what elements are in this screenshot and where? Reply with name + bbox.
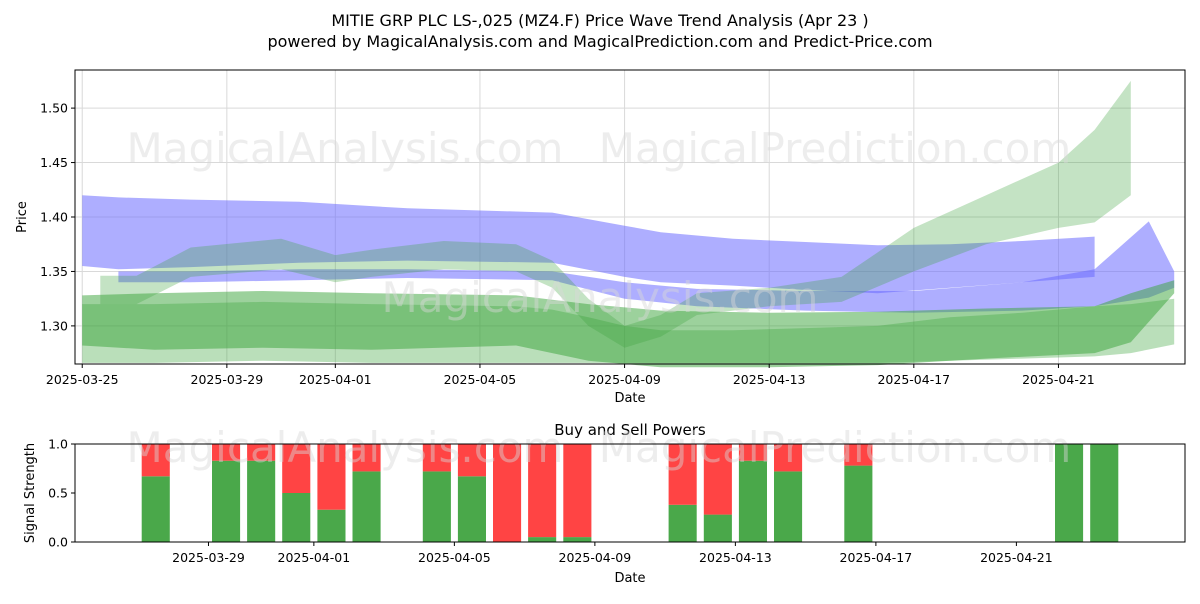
signal-x-tick-label: 2025-04-21 [980,550,1053,565]
price-x-tick-label: 2025-04-13 [733,372,806,387]
watermark-top-right: MagicalPrediction.com [599,124,1072,173]
buy-bar [422,471,451,542]
sell-bar [774,444,803,472]
signal-x-tick-label: 2025-03-29 [172,550,245,565]
sell-bar [528,444,557,538]
price-band-wave-paths [100,80,1131,348]
price-x-tick-label: 2025-04-21 [1022,372,1095,387]
signal-x-tick-label: 2025-04-05 [418,550,491,565]
sell-bar [668,444,697,505]
signal-y-tick-label: 0.0 [48,535,68,550]
buy-bar [212,460,241,542]
price-x-tick-label: 2025-04-01 [299,372,372,387]
price-y-tick-label: 1.40 [40,210,68,225]
price-x-tick-label: 2025-03-29 [191,372,264,387]
sell-bar [493,444,522,542]
signal-y-axis-label: Signal Strength [23,443,38,543]
price-band-green-fan [82,298,1175,363]
watermark-middle: MagicalAnalysis.com [382,273,819,322]
sell-bar [282,444,311,493]
buy-bar [844,465,873,542]
signal-title: Buy and Sell Powers [554,421,706,439]
buy-bar [738,460,767,542]
signal-y-tick-label: 1.0 [48,437,68,452]
buy-bar [457,476,486,542]
sell-bar [738,444,767,461]
signal-x-tick-label: 2025-04-13 [699,550,772,565]
buy-bar [1090,444,1119,542]
buy-bar [668,504,697,542]
sell-bar [422,444,451,472]
buy-bar [282,493,311,542]
buy-bar [528,537,557,542]
price-y-tick-label: 1.45 [40,155,68,170]
price-plot: MagicalAnalysis.com MagicalPrediction.co… [15,69,1186,406]
watermark-bottom-left: MagicalAnalysis.com [127,423,564,472]
buy-bar [247,460,276,542]
price-axis-ticks: 2025-03-25 2025-03-29 2025-04-01 2025-04-05… [40,101,1095,387]
buy-bar [317,509,346,542]
price-x-tick-label: 2025-03-25 [46,372,119,387]
buy-bar [141,476,170,542]
sell-bar [141,444,170,477]
watermark-top-left: MagicalAnalysis.com [127,124,564,173]
watermark-bottom-right: MagicalPrediction.com [599,423,1072,472]
signal-x-axis-label: Date [614,571,645,586]
sell-bar [563,444,592,538]
price-x-axis-label: Date [614,391,645,406]
price-y-tick-label: 1.35 [40,264,68,279]
sell-bar [457,444,486,477]
price-band-green-base [82,280,1175,368]
sell-bar [317,444,346,510]
buy-bar [774,471,803,542]
sell-bar [352,444,381,472]
chart-subtitle: powered by MagicalAnalysis.com and Magic… [267,32,932,51]
price-band-blue-wave-lower [118,221,1175,313]
sell-bar [247,444,276,461]
price-y-tick-label: 1.30 [40,318,68,333]
signal-y-tick-label: 0.5 [48,486,68,501]
buy-bar [563,537,592,542]
price-bands [82,80,1175,368]
signal-x-tick-label: 2025-04-09 [559,550,632,565]
sell-bar [844,444,873,466]
buy-bar [1055,444,1084,542]
signal-plot: Buy and Sell Powers MagicalAnalysis.com … [23,421,1186,586]
price-band-blue-wave-upper [82,195,1095,294]
chart-title: MITIE GRP PLC LS-,025 (MZ4.F) Price Wave… [331,11,868,30]
signal-axis-ticks: 2025-03-29 2025-04-01 2025-04-05 2025-04-09… [48,437,1053,566]
signal-x-tick-label: 2025-04-01 [278,550,351,565]
price-x-tick-label: 2025-04-09 [588,372,661,387]
signal-x-tick-label: 2025-04-17 [840,550,913,565]
price-x-tick-label: 2025-04-05 [444,372,517,387]
price-y-axis-label: Price [15,201,30,233]
sell-bar [212,444,241,461]
price-x-tick-label: 2025-04-17 [877,372,950,387]
price-y-tick-label: 1.50 [40,101,68,116]
sell-bar [703,444,732,515]
buy-bar [352,471,381,542]
signal-bars [141,444,1119,542]
buy-bar [703,514,732,542]
